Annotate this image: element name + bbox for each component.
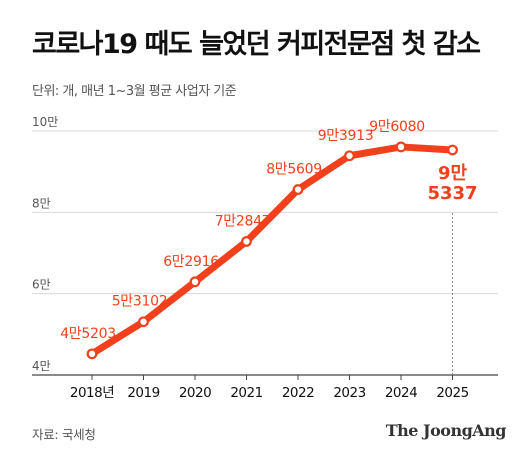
data-point (395, 141, 407, 153)
x-tick-label: 2019 (127, 385, 159, 401)
data-label-highlight: 5337 (427, 183, 477, 204)
data-point (189, 276, 201, 288)
brand-logo: The JoongAng (385, 421, 507, 440)
x-tick-label: 2018년 (70, 385, 114, 401)
data-label-highlight: 9만 (438, 163, 468, 184)
data-point (292, 184, 304, 195)
y-tick-label: 10만 (32, 115, 58, 129)
page-title: 코로나19 때도 늘었던 커피전문점 첫 감소 (32, 29, 481, 60)
x-tick-label: 2025 (436, 385, 468, 401)
data-label: 6만2916 (163, 254, 219, 270)
x-tick-label: 2020 (179, 385, 211, 401)
x-tick-label: 2022 (282, 385, 314, 401)
data-point (241, 236, 252, 247)
data-label: 9만6080 (369, 119, 425, 135)
data-point (344, 150, 355, 162)
data-point (447, 144, 458, 156)
data-point (138, 316, 149, 328)
series-line (88, 143, 456, 358)
x-tick-label: 2024 (385, 385, 417, 401)
data-point (86, 348, 98, 360)
data-label: 4만5203 (60, 326, 116, 342)
data-label: 9만3913 (318, 128, 374, 144)
data-label: 5만3102 (112, 294, 168, 310)
data-label: 7만2847 (215, 213, 271, 229)
chart-subtitle: 단위: 개, 매년 1~3월 평균 사업자 기준 (32, 84, 237, 99)
y-tick-label: 8만 (32, 196, 51, 210)
source-note: 자료: 국세청 (32, 427, 96, 442)
x-tick-label: 2021 (230, 385, 262, 401)
y-tick-label: 4만 (32, 359, 51, 373)
x-tick-label: 2023 (333, 385, 365, 401)
data-label: 8만5609 (266, 162, 322, 178)
y-tick-label: 6만 (32, 278, 51, 292)
